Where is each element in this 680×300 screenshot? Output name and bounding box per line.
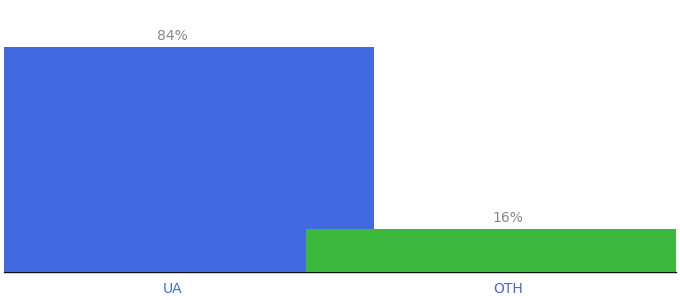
Text: 16%: 16% (492, 211, 524, 225)
Bar (0, 47, 373, 272)
Text: 84%: 84% (156, 29, 188, 43)
Bar (307, 229, 680, 272)
